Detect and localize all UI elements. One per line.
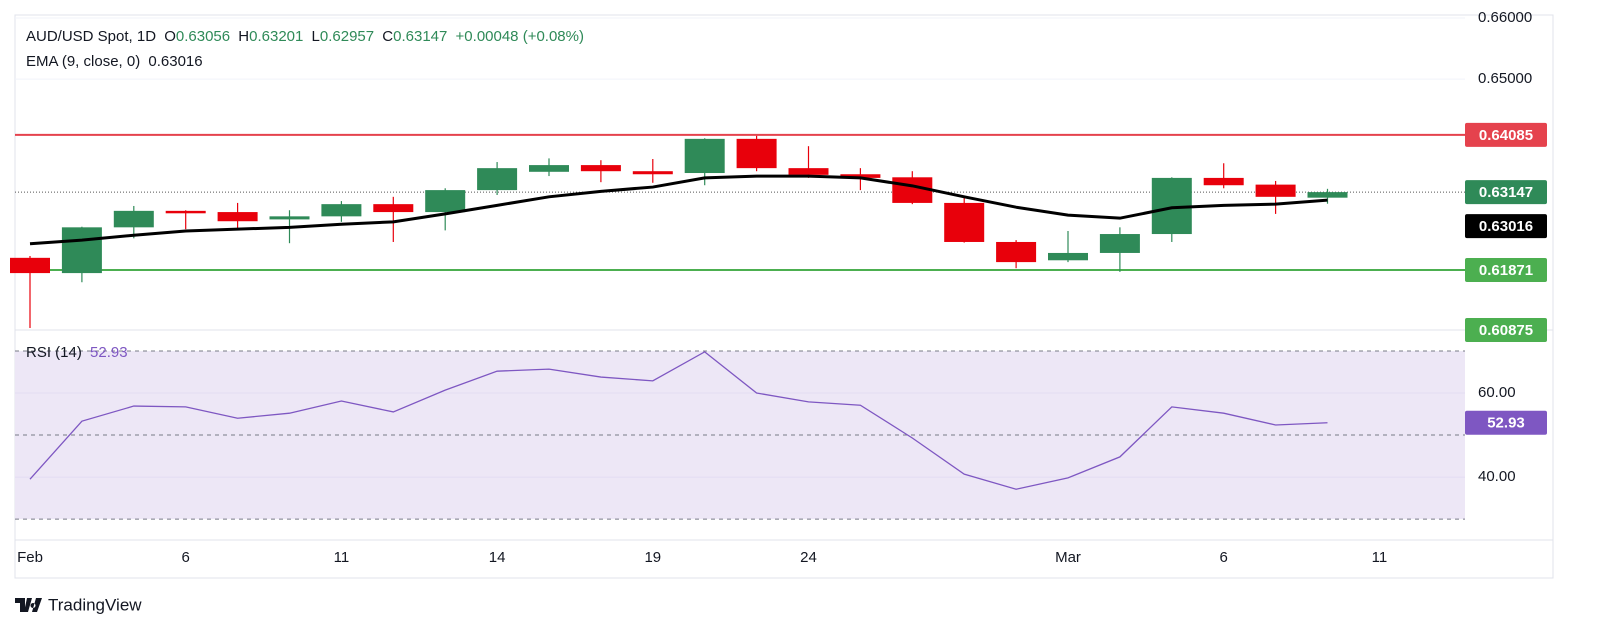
candle-body <box>61 227 102 274</box>
rsi-label: 52.93 <box>1465 410 1547 435</box>
level-label-bg <box>1465 122 1547 147</box>
ohlc-label: H <box>238 28 249 45</box>
change: +0.00048 (+0.08%) <box>456 28 584 45</box>
level-label-bg <box>1465 257 1547 282</box>
x-tick-label: 14 <box>489 549 506 566</box>
x-tick-label: Feb <box>17 549 43 566</box>
candle-body <box>1203 177 1244 186</box>
ema-value: 0.63016 <box>148 53 202 70</box>
x-tick-label: Mar <box>1055 549 1081 566</box>
ema-line <box>29 174 1328 246</box>
ohlc-value: 0.62957 <box>320 28 374 45</box>
y-tick-label: 40.00 <box>1478 468 1516 485</box>
candle-body <box>632 171 673 175</box>
rsi-legend: RSI (14) 52.93 <box>26 344 128 361</box>
symbol: AUD/USD Spot, 1D <box>26 28 156 45</box>
candle-body <box>10 257 50 274</box>
candle-body <box>165 210 206 214</box>
last-price-label-text: 0.63147 <box>1479 184 1533 201</box>
ohlc-label: C <box>382 28 393 45</box>
ohlc-label: O <box>164 28 176 45</box>
ohlc-label: L <box>312 28 320 45</box>
candle-body <box>1099 234 1140 253</box>
ohlc-value: 0.63201 <box>249 28 303 45</box>
x-tick-label: 11 <box>334 549 350 566</box>
legend: AUD/USD Spot, 1D O0.63056 H0.63201 L0.62… <box>26 28 584 45</box>
candle-body <box>1255 184 1296 197</box>
candle-body <box>684 138 725 174</box>
ema-label-bg <box>1465 214 1547 239</box>
ema-legend: EMA (9, close, 0) 0.63016 <box>26 53 203 70</box>
y-tick-label: 60.00 <box>1478 384 1516 401</box>
y-tick-label: 0.65000 <box>1478 70 1532 87</box>
level-label-bg <box>1465 318 1547 342</box>
x-tick-label: 24 <box>800 549 817 566</box>
last-price-label-bg <box>1465 180 1547 205</box>
last-price-label: 0.63147 <box>1465 180 1547 205</box>
candle-body <box>788 168 829 175</box>
x-tick-label: 19 <box>644 549 661 566</box>
candle-body <box>1307 192 1348 198</box>
plot: 0.66000 0.65000 Feb 6 11 14 19 24 Mar 6 11 0.64085 0… <box>10 9 1547 566</box>
level-label: 0.60875 <box>1465 318 1547 342</box>
level-label-text: 0.64085 <box>1479 127 1533 144</box>
candle-body <box>944 202 985 242</box>
candle-body <box>736 138 777 169</box>
candle-body <box>477 168 518 191</box>
candle-body <box>529 165 569 172</box>
ohlc-value: 0.63056 <box>176 28 230 45</box>
x-tick-label: 6 <box>182 549 190 566</box>
candle-body <box>840 174 881 178</box>
level-label-text: 0.60875 <box>1479 322 1533 339</box>
candle-body <box>113 210 154 228</box>
candle-body <box>373 204 414 213</box>
candle-body <box>1048 252 1088 261</box>
ema-name: EMA (9, close, 0) <box>26 53 140 70</box>
ohlc-value: 0.63147 <box>393 28 447 45</box>
ema-label-text: 0.63016 <box>1479 218 1533 235</box>
x-tick-label: 6 <box>1220 549 1228 566</box>
candle-body <box>996 241 1037 263</box>
candle-body <box>217 212 258 222</box>
level-label: 0.61871 <box>1465 257 1547 282</box>
logo-mark <box>15 598 42 612</box>
rsi-label-text: 52.93 <box>1487 415 1525 432</box>
level-label-text: 0.61871 <box>1479 262 1533 279</box>
candle-body <box>425 190 466 213</box>
level-label: 0.64085 <box>1465 122 1547 147</box>
rsi-name: RSI (14) <box>26 344 82 361</box>
logo: TradingView <box>15 595 142 614</box>
candle-body <box>580 165 621 172</box>
rsi-label-bg <box>1465 410 1547 435</box>
y-tick-label: 0.66000 <box>1478 9 1532 26</box>
candle-body <box>321 204 362 217</box>
brand: TradingView <box>48 595 142 614</box>
candle-body <box>269 216 310 220</box>
ema-label: 0.63016 <box>1465 214 1547 239</box>
rsi-line <box>29 351 1328 490</box>
rsi-value: 52.93 <box>90 344 128 361</box>
frame <box>14 14 1554 579</box>
x-tick-label: 11 <box>1372 549 1388 566</box>
